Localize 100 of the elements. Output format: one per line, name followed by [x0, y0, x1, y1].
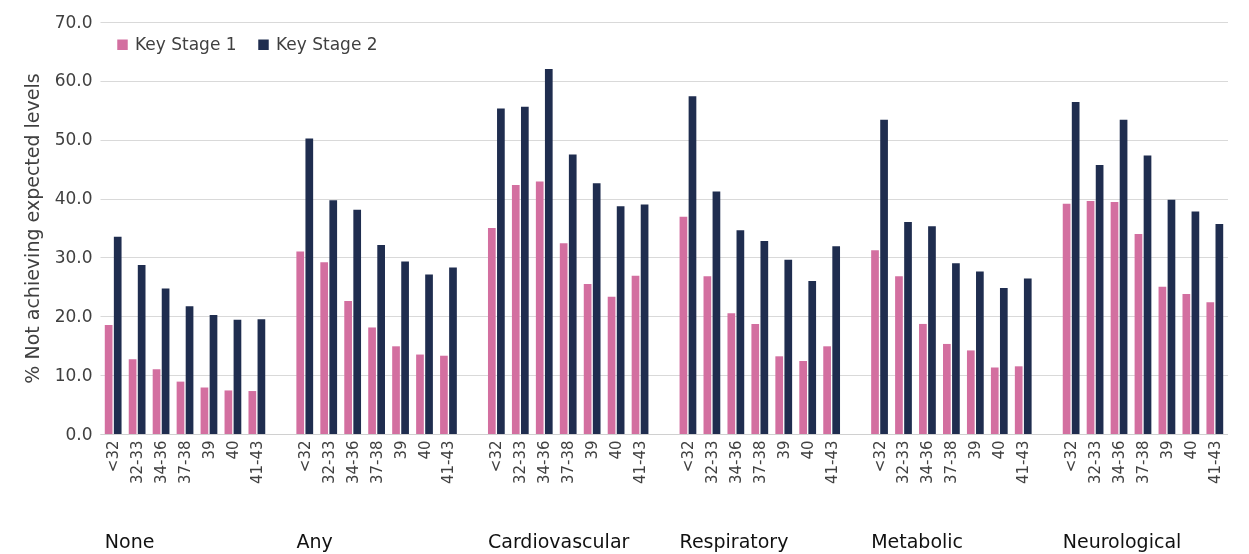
x-tick-label: 40 — [415, 440, 434, 460]
bar — [1062, 203, 1071, 434]
bar — [353, 209, 362, 434]
bar — [688, 96, 697, 434]
bar — [185, 306, 194, 434]
bar — [487, 228, 496, 434]
text: Cardiovascular — [487, 530, 630, 552]
x-tick-label: 40 — [607, 440, 626, 460]
x-tick-label: 32-33 — [894, 440, 913, 485]
bar — [871, 250, 879, 434]
bar — [568, 154, 577, 434]
bar — [104, 325, 113, 434]
bar — [1110, 202, 1119, 434]
x-tick-label: <32 — [678, 440, 697, 473]
text: Neurological — [1062, 530, 1182, 552]
text: Any — [296, 530, 333, 552]
x-tick-label: 37-38 — [1133, 440, 1152, 485]
bar — [511, 185, 520, 434]
x-tick-label: <32 — [1062, 440, 1081, 473]
x-tick-label: 41-43 — [1205, 440, 1224, 485]
bar — [990, 367, 999, 434]
x-tick-label: 37-38 — [176, 440, 195, 485]
x-tick-label: 41-43 — [247, 440, 266, 485]
x-tick-label: 34-36 — [726, 440, 745, 485]
x-tick-label: 40 — [990, 440, 1009, 460]
bar — [999, 288, 1008, 434]
x-tick-label: 34-36 — [152, 440, 171, 485]
bar — [943, 343, 951, 434]
x-tick-label: 39 — [391, 440, 410, 460]
legend-label: Key Stage 2 — [276, 33, 378, 54]
x-tick-label: 39 — [583, 440, 602, 460]
y-tick-label: 50.0 — [54, 129, 93, 150]
bar — [497, 108, 505, 434]
x-tick-label: <32 — [104, 440, 123, 473]
bar — [296, 251, 305, 434]
bar — [808, 280, 817, 434]
bar — [1191, 211, 1200, 434]
text: None — [104, 530, 155, 552]
bar — [248, 391, 257, 434]
bar — [1182, 293, 1191, 434]
x-tick-label: 32-33 — [1086, 440, 1105, 485]
bar — [1095, 165, 1104, 434]
bar — [736, 230, 745, 434]
x-tick-label: <32 — [870, 440, 889, 473]
bar — [305, 138, 314, 434]
x-tick-label: 41-43 — [1014, 440, 1033, 485]
bar — [775, 356, 784, 434]
bar — [1206, 302, 1215, 434]
bar — [128, 359, 137, 434]
bar — [1119, 119, 1128, 434]
bar — [392, 346, 400, 434]
bar — [1086, 200, 1095, 434]
bar — [966, 350, 975, 434]
bar — [976, 271, 984, 434]
x-tick-label: 32-33 — [702, 440, 721, 485]
bar — [401, 261, 409, 434]
x-tick-label: 39 — [966, 440, 985, 460]
x-tick-label: 41-43 — [631, 440, 650, 485]
bar — [1014, 366, 1023, 434]
x-tick-label: 40 — [1181, 440, 1200, 460]
y-tick-label: 0.0 — [65, 423, 93, 444]
x-tick-label: 34-36 — [343, 440, 362, 485]
bar — [176, 381, 185, 434]
y-tick-label: 60.0 — [54, 70, 93, 91]
bar — [631, 275, 640, 434]
x-tick-label: 34-36 — [535, 440, 554, 485]
bar — [320, 262, 329, 434]
bar — [535, 181, 544, 434]
bar — [679, 216, 688, 434]
bar — [224, 390, 233, 434]
bar — [583, 283, 592, 434]
x-tick-label: 32-33 — [319, 440, 338, 485]
y-tick-label: 70.0 — [54, 11, 93, 32]
bar — [559, 243, 568, 434]
x-tick-label: 39 — [1157, 440, 1176, 460]
text: Metabolic — [871, 530, 964, 552]
bar — [832, 246, 841, 434]
x-tick-label: <32 — [295, 440, 314, 473]
bar — [919, 323, 927, 434]
bar — [799, 361, 808, 434]
bar — [209, 315, 218, 434]
bar — [329, 200, 338, 434]
bar — [440, 355, 448, 434]
x-tick-label: 34-36 — [918, 440, 937, 485]
bar — [233, 319, 242, 434]
y-axis-title: % Not achieving expected levels — [20, 73, 43, 384]
bar — [607, 296, 616, 434]
y-tick-label: 10.0 — [54, 364, 93, 385]
bar — [592, 183, 601, 434]
bar — [257, 319, 266, 434]
bar — [1071, 102, 1080, 434]
bar — [137, 265, 146, 434]
text: Respiratory — [679, 530, 789, 552]
x-tick-label: 39 — [774, 440, 793, 460]
bar — [616, 206, 625, 434]
bar — [161, 288, 170, 434]
x-tick-label: 41-43 — [822, 440, 841, 485]
bar — [880, 119, 888, 434]
x-tick-label: 34-36 — [1110, 440, 1129, 485]
bar — [520, 106, 529, 434]
